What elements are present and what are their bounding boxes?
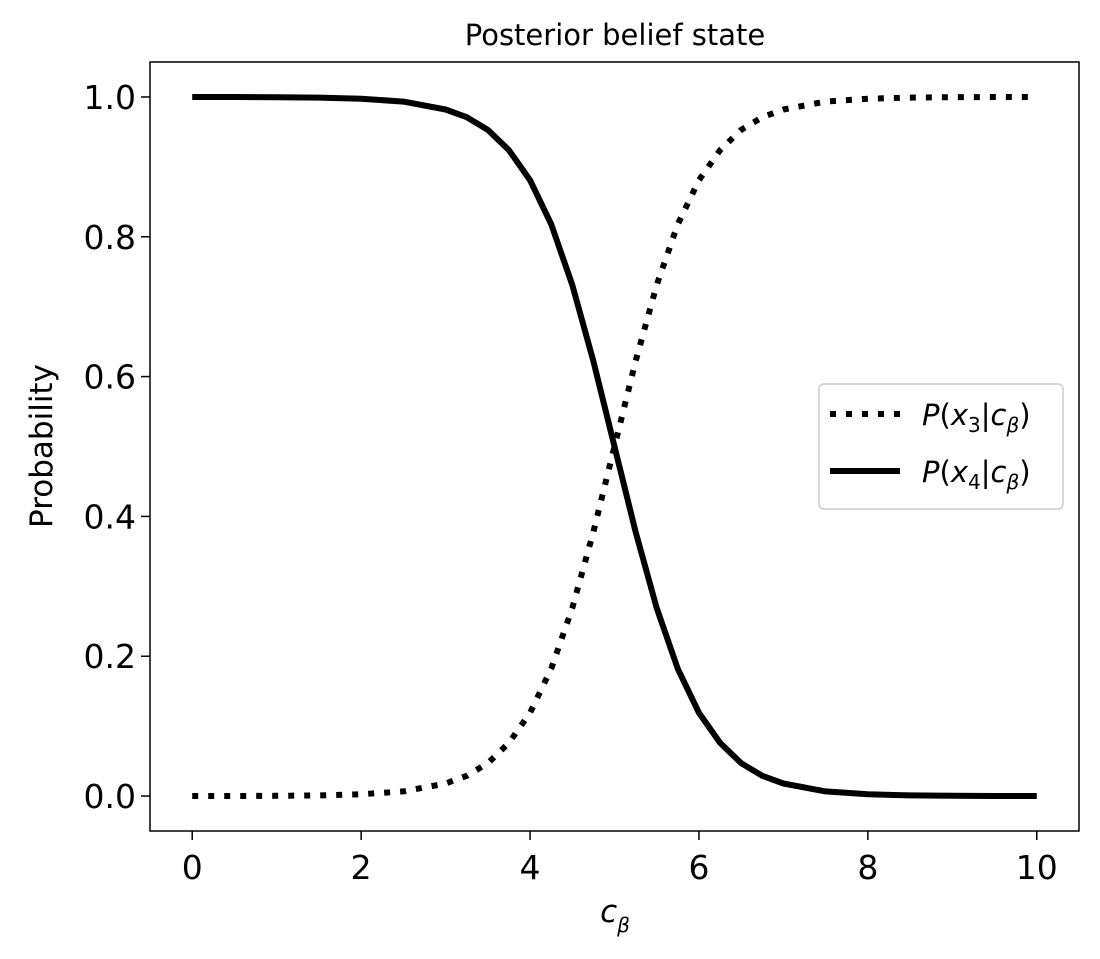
y-axis-label: Probability	[24, 364, 60, 528]
chart-title: Posterior belief state	[465, 18, 765, 52]
y-tick-label: 1.0	[84, 78, 136, 117]
series-layer	[192, 94, 1037, 799]
x-tick-label: 2	[351, 848, 372, 887]
y-tick-label: 0.4	[84, 497, 136, 536]
series-line-1	[192, 94, 1037, 799]
x-tick-label: 4	[520, 848, 541, 887]
y-tick-label: 0.6	[84, 358, 136, 397]
x-tick-label: 8	[857, 848, 878, 887]
y-axis: 0.0 0.2 0.4 0.6 0.8 1.0	[84, 78, 150, 816]
x-tick-label: 0	[182, 848, 203, 887]
y-tick-label: 0.8	[84, 218, 136, 257]
legend: P(x3|cβ) P(x4|cβ)	[818, 383, 1064, 510]
y-tick-label: 0.0	[84, 777, 136, 816]
x-tick-label: 6	[688, 848, 709, 887]
legend-label-series-1: P(x3|cβ)	[922, 398, 1031, 437]
x-axis: 0 2 4 6 8 10	[182, 831, 1058, 887]
plot-area-frame	[149, 61, 1080, 832]
legend-label-series-2: P(x4|cβ)	[922, 455, 1031, 494]
x-tick-label: 10	[1016, 848, 1058, 887]
x-axis-label: cβ	[600, 894, 630, 937]
y-tick-label: 0.2	[84, 637, 136, 676]
series-line-2	[192, 94, 1037, 799]
